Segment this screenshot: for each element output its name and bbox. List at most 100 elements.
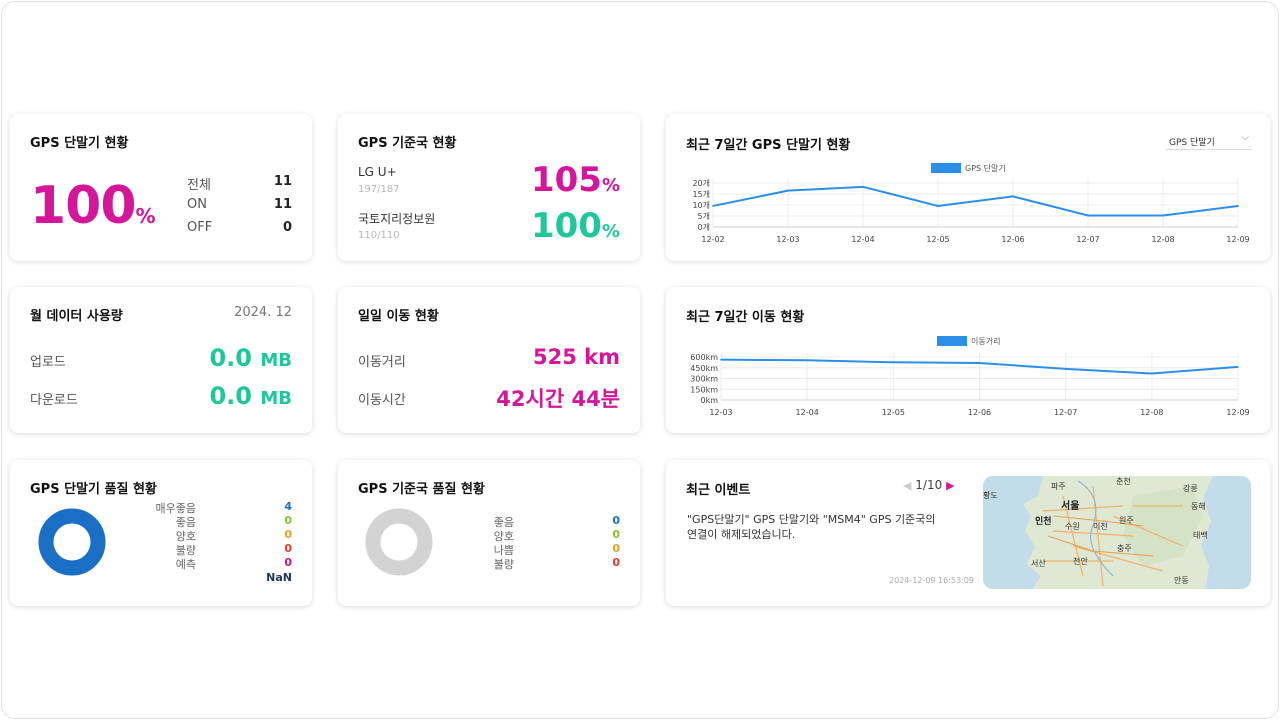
card-title: 최근 7일간 이동 현황 <box>686 310 805 325</box>
x-tick-label: 12-05 <box>926 235 949 244</box>
map-label-seosan: 서산 <box>1031 559 1046 568</box>
quality-value: 0 <box>612 528 620 541</box>
quality-label: 매우좋음 <box>155 502 196 515</box>
map-label-taebaek: 태백 <box>1193 531 1208 540</box>
chevron-down-icon: ⌵ <box>1241 132 1249 143</box>
download-value: 0.0 MB <box>209 382 292 410</box>
terminal-on-value: 11 <box>273 197 292 212</box>
map-label-suwon: 수원 <box>1065 522 1080 531</box>
y-tick-label: 15개 <box>692 189 710 199</box>
x-tick-label: 12-06 <box>968 408 991 417</box>
x-tick-label: 12-03 <box>709 408 732 417</box>
y-tick-label: 300km <box>690 375 718 384</box>
gps-quality-donut <box>38 508 106 576</box>
x-tick-label: 12-09 <box>1226 408 1249 417</box>
base-quality-card: GPS 기준국 품질 현황 좋음 0 양호 0 나쁨 0 불량 0 <box>338 460 640 606</box>
x-tick-label: 12-04 <box>796 408 819 417</box>
terminal-percent-value: 100 <box>30 176 137 236</box>
quality-value: 0 <box>284 528 292 541</box>
legend-swatch <box>937 336 967 346</box>
x-tick-label: 12-07 <box>1054 408 1077 417</box>
duration-value: 42시간 44분 <box>496 387 620 411</box>
events-card: 최근 이벤트 ◀ 1/10 ▶ "GPS단말기" GPS 단말기와 "MSM4"… <box>666 460 1270 606</box>
map-label-paju: 파주 <box>1051 482 1066 491</box>
y-tick-label: 150km <box>690 385 718 394</box>
data-point <box>937 205 939 207</box>
series-line <box>712 185 1239 217</box>
map-label-chungju: 충주 <box>1117 544 1132 553</box>
data-point <box>862 186 864 188</box>
quality-value: 0 <box>612 556 620 569</box>
terminal-on-label: ON <box>187 197 207 212</box>
y-tick-label: 20개 <box>692 178 710 188</box>
card-title: 일일 이동 현황 <box>358 309 439 324</box>
gps-quality-ring <box>38 508 106 576</box>
map-graphic <box>983 476 1251 589</box>
gps-base-card: GPS 기준국 현황 LG U+ 197/187 105% 국토지리정보원 11… <box>338 114 640 261</box>
map-label-island: 황도 <box>983 491 998 500</box>
x-tick-label: 12-09 <box>1226 235 1249 244</box>
data-point <box>1151 372 1153 375</box>
data-point <box>1087 214 1089 217</box>
quality-value: 0 <box>284 556 292 569</box>
quality-label: 불량 <box>493 558 514 571</box>
y-tick-label: 10개 <box>692 200 710 210</box>
data-point <box>720 358 722 361</box>
data-point <box>978 362 981 364</box>
quality-value: 0 <box>612 542 620 555</box>
quality-value: 4 <box>284 500 292 513</box>
weekly-gps-card: 최근 7일간 GPS 단말기 현황 GPS 단말기 ⌵ GPS 단말기 20개 15… <box>666 114 1270 261</box>
quality-value: 0 <box>284 542 292 555</box>
download-unit: MB <box>260 388 292 409</box>
duration-label: 이동시간 <box>358 393 406 408</box>
y-tick-label: 0개 <box>698 222 710 232</box>
event-pager: ◀ 1/10 ▶ <box>903 478 955 492</box>
map-label-cheonan: 천안 <box>1073 557 1088 566</box>
daily-move-card: 일일 이동 현황 이동거리 525 km 이동시간 42시간 44분 <box>338 287 640 433</box>
upload-number: 0.0 <box>209 344 252 372</box>
dropdown-value: GPS 단말기 <box>1169 138 1215 148</box>
quality-label: 나쁨 <box>493 544 514 557</box>
distance-value: 525 km <box>533 345 620 369</box>
base-ngii-percent-value: 100 <box>530 206 602 246</box>
map-label-wonju: 원주 <box>1119 516 1134 525</box>
prev-arrow-icon[interactable]: ◀ <box>903 479 912 492</box>
legend-swatch <box>931 163 961 173</box>
map-label-chuncheon: 춘천 <box>1116 477 1131 486</box>
next-arrow-icon[interactable]: ▶ <box>946 479 955 492</box>
base-quality-donut <box>365 508 433 576</box>
map-label-icheon: 이천 <box>1093 522 1108 531</box>
pager-text: 1/10 <box>915 478 943 492</box>
terminal-off-label: OFF <box>187 220 213 235</box>
gps-terminal-card: GPS 단말기 현황 100% 전체 11 ON 11 OFF 0 <box>10 114 312 261</box>
legend-label: GPS 단말기 <box>965 163 1006 173</box>
terminal-off-value: 0 <box>282 220 292 235</box>
card-title: 최근 7일간 GPS 단말기 현황 <box>686 138 851 153</box>
base-ngii-sub: 110/110 <box>358 230 400 241</box>
data-point <box>1012 195 1014 198</box>
upload-label: 업로드 <box>30 355 66 370</box>
distance-label: 이동거리 <box>358 355 406 370</box>
legend-label: 이동거리 <box>971 336 1000 346</box>
event-map[interactable]: 파주 춘천 강릉 황도 서울 동해 인천 수원 이천 원주 태백 충주 서산 천… <box>983 476 1251 589</box>
x-tick-label: 12-04 <box>851 235 874 244</box>
base-ngii-name: 국토지리정보원 <box>358 212 436 226</box>
base-ngii-percent-unit: % <box>601 221 620 242</box>
quality-label: 불량 <box>175 544 196 557</box>
map-label-incheon: 인천 <box>1035 517 1052 527</box>
data-point <box>806 359 808 362</box>
y-tick-label: 0km <box>700 396 718 405</box>
base-quality-ring <box>365 508 433 576</box>
y-tick-label: 450km <box>690 364 718 373</box>
event-timestamp: 2024-12-09 16:53:09 <box>889 576 974 585</box>
terminal-dropdown[interactable]: GPS 단말기 ⌵ <box>1166 132 1252 150</box>
event-message-line1: "GPS단말기" GPS 단말기와 "MSM4" GPS 기준국의 <box>687 513 936 526</box>
x-tick-label: 12-07 <box>1076 235 1099 244</box>
data-point <box>1064 368 1067 370</box>
map-label-andong: 안동 <box>1174 576 1189 585</box>
y-tick-label: 600km <box>690 353 718 362</box>
base-ngii-percent: 100% <box>531 206 620 252</box>
x-tick-label: 12-02 <box>701 235 724 244</box>
base-lgu-percent-unit: % <box>601 175 620 196</box>
